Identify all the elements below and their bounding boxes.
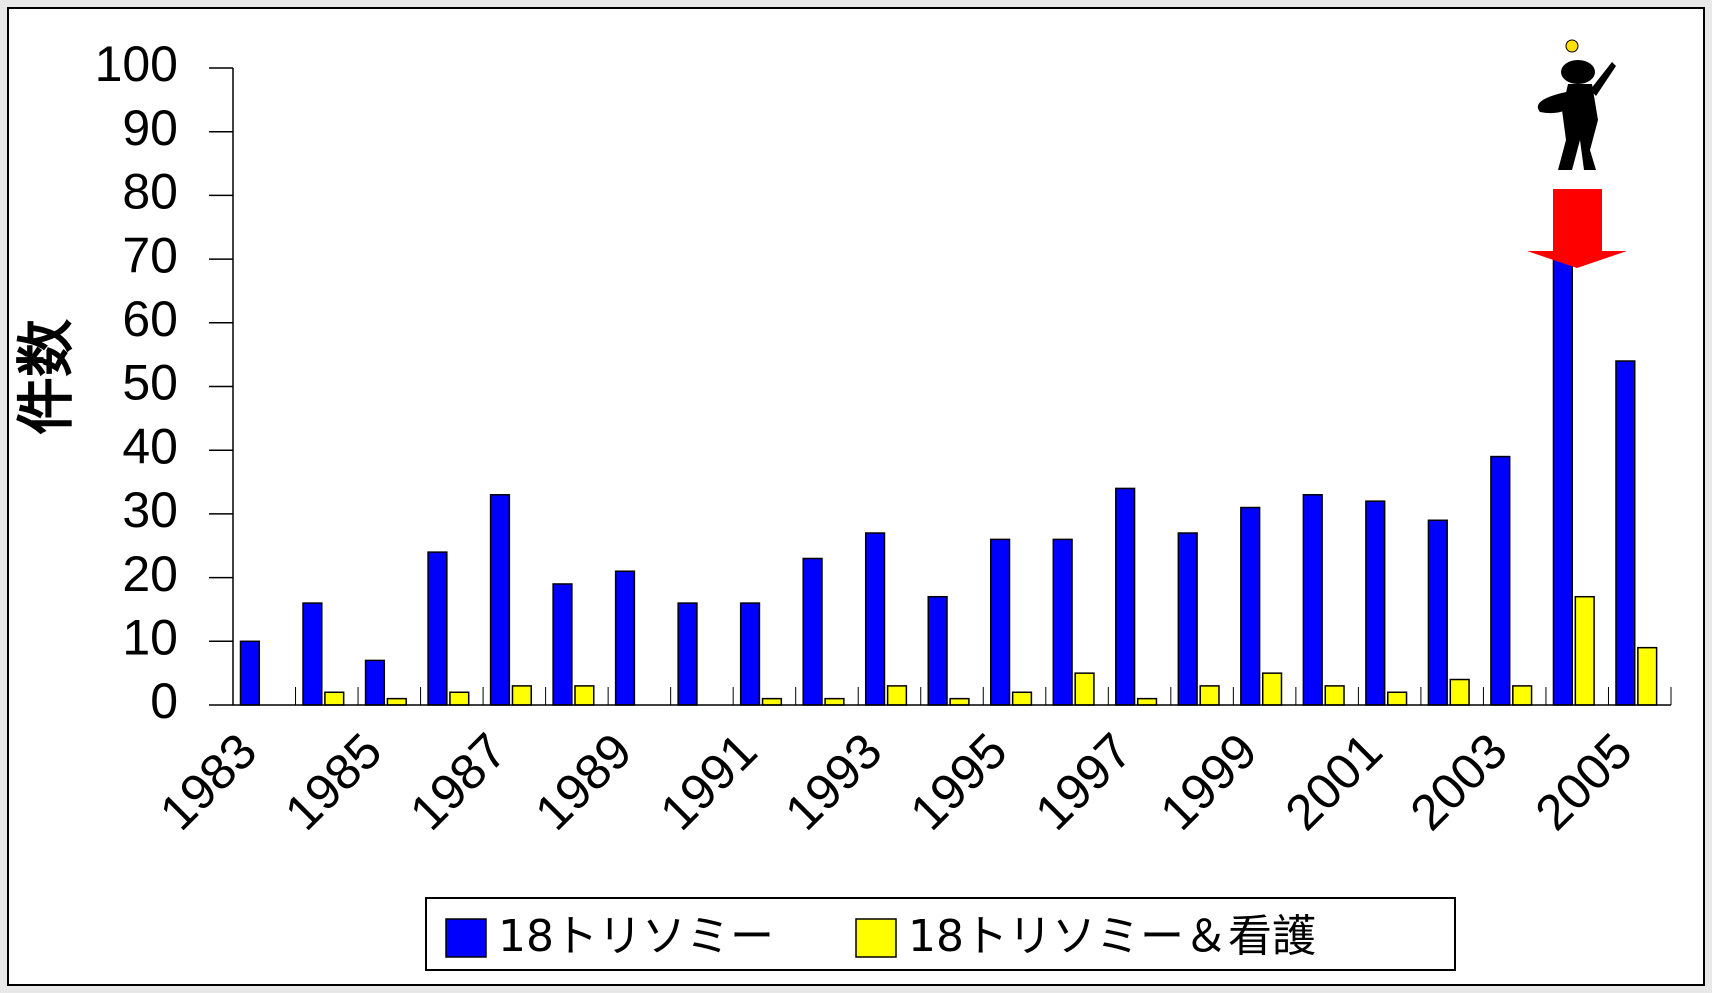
bar — [1552, 258, 1573, 706]
y-tick-label: 30 — [122, 482, 178, 538]
bar — [449, 691, 470, 706]
bar — [1074, 672, 1095, 706]
bar — [739, 602, 761, 706]
chart-frame — [7, 7, 1705, 986]
bar — [552, 583, 573, 706]
bar — [677, 602, 698, 706]
arrow-head — [1527, 251, 1627, 268]
bar — [1427, 519, 1448, 706]
bar — [1115, 487, 1136, 706]
bar — [761, 697, 783, 706]
bar — [1365, 500, 1386, 706]
y-tick-label: 40 — [122, 418, 178, 474]
light-bulb — [1565, 39, 1579, 53]
y-tick-label: 20 — [122, 546, 178, 602]
bar — [302, 602, 323, 706]
bar — [1490, 455, 1511, 706]
legend-swatch — [445, 918, 487, 958]
legend-swatch — [855, 918, 897, 958]
y-tick-label: 0 — [150, 673, 178, 729]
bar — [614, 570, 636, 706]
figure-icon — [1537, 39, 1616, 170]
figure-body — [1558, 84, 1598, 170]
bar — [511, 685, 532, 706]
bar — [1449, 678, 1470, 706]
bar — [864, 532, 886, 706]
bar — [1637, 646, 1658, 706]
y-axis-label: 件数 — [12, 319, 80, 435]
bar — [1177, 532, 1198, 706]
bar — [324, 691, 345, 706]
bar — [802, 557, 823, 706]
bar — [1052, 538, 1073, 706]
bar — [1302, 494, 1323, 706]
bar — [386, 697, 407, 706]
bar — [886, 685, 908, 706]
bar — [1512, 685, 1533, 706]
y-tick-label: 60 — [122, 291, 178, 347]
legend-label: 18トリソミー — [498, 911, 774, 962]
bar — [364, 659, 386, 706]
bar — [1240, 506, 1261, 706]
y-tick-label: 10 — [122, 610, 178, 666]
bar — [1261, 672, 1283, 706]
bar — [1011, 691, 1033, 706]
bar — [1136, 697, 1158, 706]
bar — [927, 595, 948, 706]
bar — [1199, 685, 1220, 706]
highlight-arrow — [1527, 189, 1627, 268]
bar — [1574, 595, 1595, 706]
figure-arm — [1537, 92, 1566, 114]
y-tick-label: 80 — [122, 164, 178, 220]
bar — [824, 697, 845, 706]
bar — [239, 640, 261, 706]
figure-arm — [1590, 62, 1616, 96]
bar — [990, 538, 1011, 706]
legend-label: 18トリソミー＆看護 — [908, 911, 1316, 962]
y-tick-label: 90 — [122, 100, 178, 156]
bar — [574, 685, 595, 706]
bar — [427, 551, 448, 706]
y-tick-label: 50 — [122, 355, 178, 411]
y-tick-label: 70 — [122, 227, 178, 283]
bar — [949, 697, 970, 706]
bar — [1324, 685, 1345, 706]
bar — [1615, 360, 1636, 706]
bar — [489, 494, 511, 706]
legend — [425, 897, 1456, 971]
arrow-shaft — [1553, 189, 1602, 253]
figure-head — [1561, 60, 1595, 84]
bar — [1387, 691, 1408, 706]
y-tick-label: 100 — [95, 36, 178, 92]
